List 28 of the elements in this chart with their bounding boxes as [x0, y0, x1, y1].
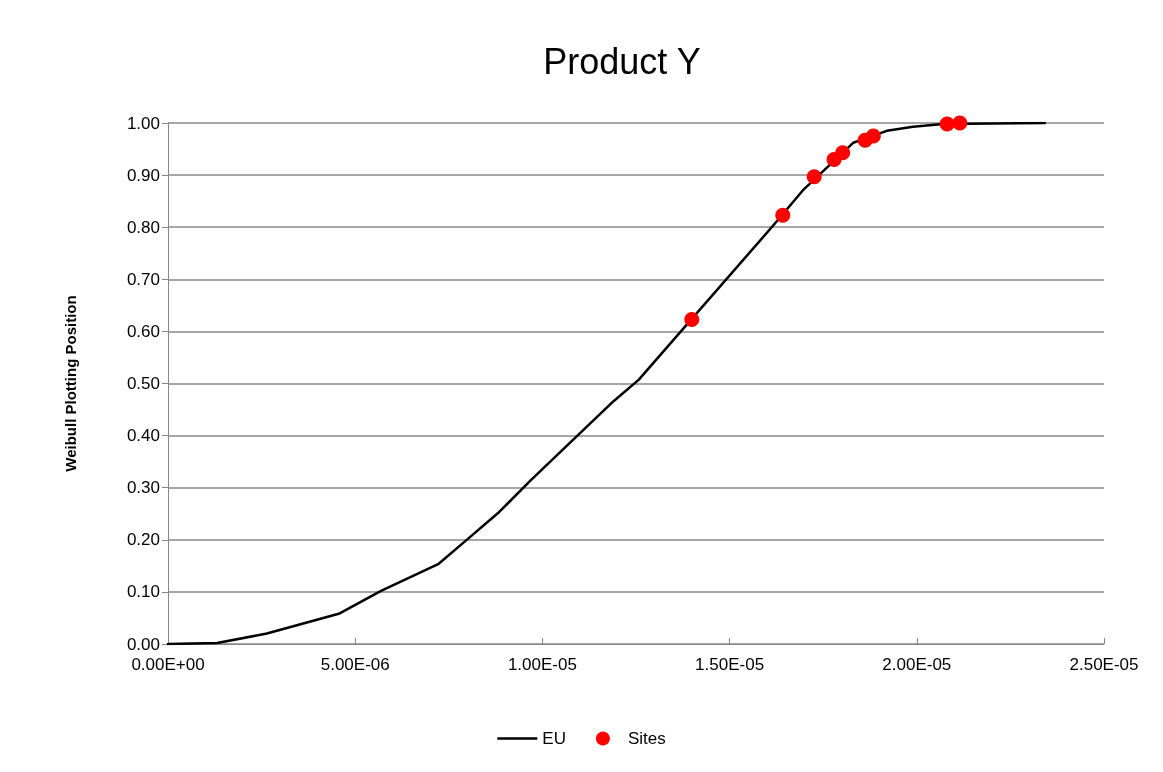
x-tick-label: 1.00E-05	[507, 655, 577, 674]
x-tick-label: 0.00E+00	[131, 655, 205, 674]
y-tick-label: 0.10	[126, 582, 160, 602]
x-tick-label: 1.50E-05	[695, 655, 765, 674]
y-tick-label: 0.90	[126, 165, 160, 185]
y-axis-title: Weibull Plotting Position	[62, 295, 79, 472]
point	[684, 311, 700, 327]
chart-title: Product Y	[543, 40, 701, 82]
point	[939, 116, 955, 132]
y-tick-label: 0.70	[126, 269, 160, 289]
point	[775, 207, 791, 223]
y-tick-label: 0.60	[126, 321, 160, 341]
legend-label: EU	[542, 729, 566, 748]
y-tick-label: 0.40	[126, 426, 160, 446]
y-tick-label: 0.50	[126, 374, 160, 393]
y-tick-label: 0.20	[126, 530, 160, 550]
point	[952, 115, 968, 131]
point	[806, 169, 822, 185]
x-tick-label: 2.50E-05	[1069, 655, 1139, 674]
y-tick-label: 0.30	[126, 478, 160, 498]
x-tick-label: 2.00E-05	[882, 655, 952, 674]
y-tick-label: 0.00	[126, 634, 160, 654]
point	[835, 145, 851, 161]
y-tick-label: 1.00	[126, 113, 160, 133]
x-tick-label: 5.00E-06	[320, 655, 390, 674]
point	[865, 128, 881, 144]
legend-label: Sites	[627, 729, 666, 748]
y-tick-label: 0.80	[126, 217, 160, 237]
